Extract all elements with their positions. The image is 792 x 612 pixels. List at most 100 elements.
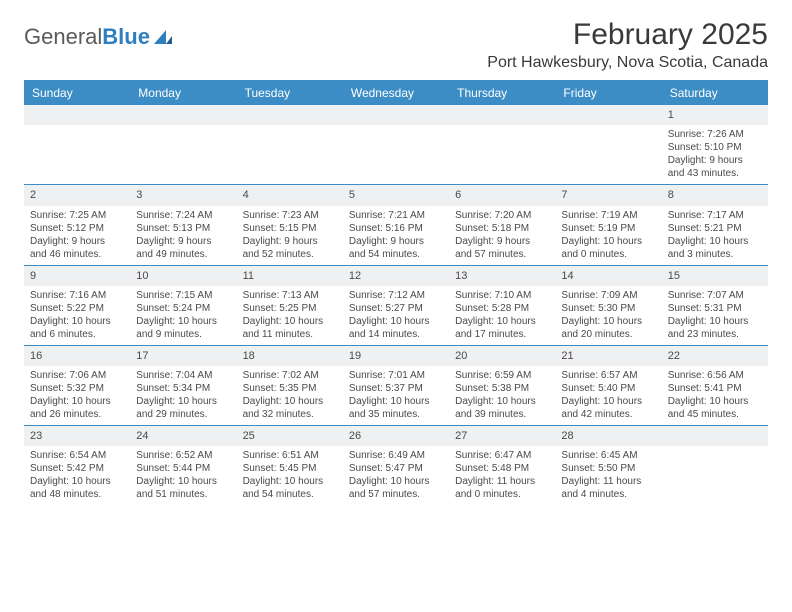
calendar-week: 23Sunrise: 6:54 AMSunset: 5:42 PMDayligh… — [24, 426, 768, 505]
day-number: 26 — [343, 426, 449, 446]
day-number: 24 — [130, 426, 236, 446]
dayhead-sun: Sunday — [24, 80, 130, 105]
sunrise-text: Sunrise: 7:13 AM — [243, 289, 337, 302]
day-number: 9 — [24, 266, 130, 286]
sunrise-text: Sunrise: 7:12 AM — [349, 289, 443, 302]
day-text: Daylight: 10 hours and 45 minutes. — [668, 395, 762, 421]
calendar-cell: 21Sunrise: 6:57 AMSunset: 5:40 PMDayligh… — [555, 346, 661, 425]
day-number: 6 — [449, 185, 555, 205]
day-number: 8 — [662, 185, 768, 205]
calendar-cell: 15Sunrise: 7:07 AMSunset: 5:31 PMDayligh… — [662, 266, 768, 345]
day-number: 4 — [237, 185, 343, 205]
day-number: 2 — [24, 185, 130, 205]
sunset-text: Sunset: 5:35 PM — [243, 382, 337, 395]
day-number: 3 — [130, 185, 236, 205]
calendar-cell: 11 Sunrise: 7:13 AMSunset: 5:25 PMDayligh… — [237, 266, 343, 345]
sunset-text: Sunset: 5:50 PM — [561, 462, 655, 475]
calendar-cell: 26Sunrise: 6:49 AMSunset: 5:47 PMDayligh… — [343, 426, 449, 505]
sunset-text: Sunset: 5:16 PM — [349, 222, 443, 235]
sunrise-text: Sunrise: 7:15 AM — [136, 289, 230, 302]
calendar-week: 1Sunrise: 7:26 AMSunset: 5:10 PMDaylight… — [24, 105, 768, 185]
sunset-text: Sunset: 5:25 PM — [243, 302, 337, 315]
day-text: Daylight: 9 hours and 52 minutes. — [243, 235, 337, 261]
calendar-cell: 27Sunrise: 6:47 AMSunset: 5:48 PMDayligh… — [449, 426, 555, 505]
day-text: Daylight: 10 hours and 29 minutes. — [136, 395, 230, 421]
day-number: 27 — [449, 426, 555, 446]
sunrise-text: Sunrise: 7:06 AM — [30, 369, 124, 382]
sunrise-text: Sunrise: 7:23 AM — [243, 209, 337, 222]
dayhead-sat: Saturday — [662, 80, 768, 105]
day-number: 13 — [449, 266, 555, 286]
logo-text: GeneralBlue — [24, 24, 150, 50]
calendar-cell: 10Sunrise: 7:15 AMSunset: 5:24 PMDayligh… — [130, 266, 236, 345]
day-number: 11 — [237, 266, 343, 286]
calendar-cell: 2Sunrise: 7:25 AMSunset: 5:12 PMDaylight… — [24, 185, 130, 264]
day-number: 22 — [662, 346, 768, 366]
day-number — [662, 426, 768, 446]
day-text: Daylight: 10 hours and 11 minutes. — [243, 315, 337, 341]
dayhead-mon: Monday — [130, 80, 236, 105]
day-number: 5 — [343, 185, 449, 205]
calendar-cell — [24, 105, 130, 184]
sunrise-text: Sunrise: 6:45 AM — [561, 449, 655, 462]
sunrise-text: Sunrise: 6:47 AM — [455, 449, 549, 462]
calendar-cell: 6Sunrise: 7:20 AMSunset: 5:18 PMDaylight… — [449, 185, 555, 264]
sunset-text: Sunset: 5:27 PM — [349, 302, 443, 315]
calendar-cell: 19Sunrise: 7:01 AMSunset: 5:37 PMDayligh… — [343, 346, 449, 425]
calendar-cell — [449, 105, 555, 184]
sunrise-text: Sunrise: 7:07 AM — [668, 289, 762, 302]
dayhead-wed: Wednesday — [343, 80, 449, 105]
logo-word1: General — [24, 24, 102, 49]
calendar-cell — [130, 105, 236, 184]
sunset-text: Sunset: 5:45 PM — [243, 462, 337, 475]
calendar-week: 16Sunrise: 7:06 AMSunset: 5:32 PMDayligh… — [24, 346, 768, 426]
day-text: Daylight: 10 hours and 51 minutes. — [136, 475, 230, 501]
calendar-cell: 20Sunrise: 6:59 AMSunset: 5:38 PMDayligh… — [449, 346, 555, 425]
sunset-text: Sunset: 5:41 PM — [668, 382, 762, 395]
day-text: Daylight: 10 hours and 39 minutes. — [455, 395, 549, 421]
sunset-text: Sunset: 5:48 PM — [455, 462, 549, 475]
logo-word2: Blue — [102, 24, 150, 49]
calendar-day-header: Sunday Monday Tuesday Wednesday Thursday… — [24, 80, 768, 105]
sunset-text: Sunset: 5:42 PM — [30, 462, 124, 475]
day-number: 7 — [555, 185, 661, 205]
calendar-cell: 1Sunrise: 7:26 AMSunset: 5:10 PMDaylight… — [662, 105, 768, 184]
sunrise-text: Sunrise: 7:02 AM — [243, 369, 337, 382]
day-text: Daylight: 10 hours and 17 minutes. — [455, 315, 549, 341]
sunrise-text: Sunrise: 7:01 AM — [349, 369, 443, 382]
header: GeneralBlue February 2025 Port Hawkesbur… — [24, 18, 768, 72]
day-text: Daylight: 10 hours and 20 minutes. — [561, 315, 655, 341]
day-text: Daylight: 11 hours and 4 minutes. — [561, 475, 655, 501]
calendar-cell: 4Sunrise: 7:23 AMSunset: 5:15 PMDaylight… — [237, 185, 343, 264]
sunset-text: Sunset: 5:47 PM — [349, 462, 443, 475]
dayhead-thu: Thursday — [449, 80, 555, 105]
sunset-text: Sunset: 5:12 PM — [30, 222, 124, 235]
calendar-cell: 7Sunrise: 7:19 AMSunset: 5:19 PMDaylight… — [555, 185, 661, 264]
day-text: Daylight: 10 hours and 6 minutes. — [30, 315, 124, 341]
calendar-cell: 25Sunrise: 6:51 AMSunset: 5:45 PMDayligh… — [237, 426, 343, 505]
day-number: 15 — [662, 266, 768, 286]
day-text: Daylight: 9 hours and 46 minutes. — [30, 235, 124, 261]
day-number — [449, 105, 555, 125]
day-number — [24, 105, 130, 125]
sunrise-text: Sunrise: 6:56 AM — [668, 369, 762, 382]
calendar-cell — [555, 105, 661, 184]
day-text: Daylight: 10 hours and 48 minutes. — [30, 475, 124, 501]
sunset-text: Sunset: 5:19 PM — [561, 222, 655, 235]
sunrise-text: Sunrise: 7:24 AM — [136, 209, 230, 222]
sunrise-text: Sunrise: 6:49 AM — [349, 449, 443, 462]
day-number — [343, 105, 449, 125]
sunset-text: Sunset: 5:18 PM — [455, 222, 549, 235]
sunrise-text: Sunrise: 6:59 AM — [455, 369, 549, 382]
sunrise-text: Sunrise: 7:10 AM — [455, 289, 549, 302]
calendar-cell — [343, 105, 449, 184]
day-number: 21 — [555, 346, 661, 366]
sunset-text: Sunset: 5:24 PM — [136, 302, 230, 315]
calendar-cell: 5Sunrise: 7:21 AMSunset: 5:16 PMDaylight… — [343, 185, 449, 264]
sunset-text: Sunset: 5:34 PM — [136, 382, 230, 395]
calendar-cell — [237, 105, 343, 184]
sunrise-text: Sunrise: 7:16 AM — [30, 289, 124, 302]
calendar-cell: 12Sunrise: 7:12 AMSunset: 5:27 PMDayligh… — [343, 266, 449, 345]
day-text: Daylight: 9 hours and 43 minutes. — [668, 154, 762, 180]
sunset-text: Sunset: 5:30 PM — [561, 302, 655, 315]
